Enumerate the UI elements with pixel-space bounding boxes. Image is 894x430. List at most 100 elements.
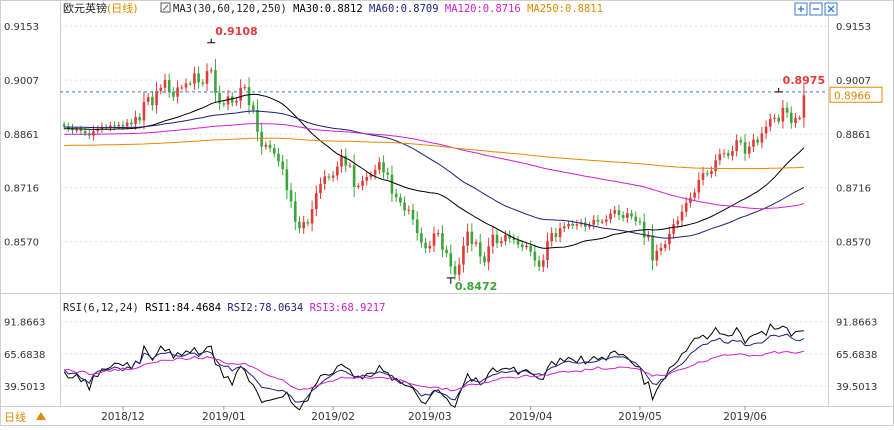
candle-body bbox=[495, 234, 499, 244]
candle-body bbox=[264, 144, 268, 147]
candle-body bbox=[714, 160, 717, 172]
candle-body bbox=[575, 224, 579, 226]
candle-body bbox=[382, 162, 385, 173]
candle-body bbox=[764, 126, 768, 134]
minus-icon[interactable] bbox=[809, 2, 823, 16]
candle-body bbox=[289, 190, 293, 202]
candle-body bbox=[441, 233, 444, 250]
rsi-line-rsi1 bbox=[63, 323, 804, 411]
x-tick-label: 2019/02 bbox=[311, 411, 355, 423]
x-tick-label: 2019/05 bbox=[618, 411, 662, 423]
candle-body bbox=[323, 176, 327, 184]
candle-body bbox=[369, 174, 373, 177]
candle-body bbox=[785, 107, 789, 113]
rsi-line-rsi3 bbox=[63, 350, 805, 392]
ma120-line bbox=[64, 123, 805, 210]
candle-body bbox=[554, 233, 558, 238]
candle-body bbox=[378, 162, 381, 170]
instrument-title: 欧元英镑 bbox=[63, 1, 107, 15]
candle-body bbox=[609, 213, 612, 220]
candle-body bbox=[802, 95, 806, 118]
candle-body bbox=[222, 103, 226, 105]
candle-body bbox=[689, 197, 692, 203]
candle-body bbox=[243, 87, 247, 89]
candle-body bbox=[693, 192, 696, 198]
candle-style-icon[interactable] bbox=[160, 2, 171, 13]
candle-body bbox=[794, 118, 797, 123]
candle-body bbox=[336, 166, 339, 176]
candle-body bbox=[310, 209, 314, 224]
price-tick-label-right: 0.8861 bbox=[836, 130, 871, 141]
candle-body bbox=[529, 245, 532, 252]
candle-body bbox=[457, 264, 461, 275]
ma30-legend: MA30:0.8812 bbox=[293, 3, 363, 15]
candle-body bbox=[718, 154, 722, 161]
candle-body bbox=[83, 131, 87, 134]
candle-body bbox=[512, 238, 516, 241]
rsi-tick-label-right: 39.5013 bbox=[836, 382, 877, 393]
x-tick-label: 2018/12 bbox=[101, 411, 145, 423]
x-tick-label: 2019/03 bbox=[408, 411, 452, 423]
x-tick-label: 2019/06 bbox=[723, 411, 767, 423]
candle-body bbox=[781, 107, 785, 122]
ma-legend: MA3(30,60,120,250) MA30:0.8812 MA60:0.87… bbox=[173, 3, 603, 15]
candle-body bbox=[672, 224, 675, 234]
period-selector[interactable]: 日线 bbox=[4, 410, 46, 424]
triangle-up-icon bbox=[36, 412, 46, 420]
candle-body bbox=[394, 193, 398, 198]
candle-body bbox=[281, 161, 284, 170]
price-tick-label-right: 0.8716 bbox=[836, 184, 871, 195]
candle-body bbox=[151, 97, 154, 106]
candle-body bbox=[470, 231, 474, 244]
candle-body bbox=[344, 155, 348, 166]
candle-body bbox=[747, 146, 751, 154]
x-tick-label: 2019/01 bbox=[202, 411, 246, 423]
rsi-tick-label-right: 91.8663 bbox=[836, 318, 877, 329]
price-tick-label-left: 0.8861 bbox=[4, 130, 39, 141]
candle-body bbox=[684, 202, 688, 212]
candle-body bbox=[756, 139, 759, 143]
candle-body bbox=[487, 246, 490, 263]
candle-body bbox=[621, 215, 625, 218]
candle-body bbox=[256, 110, 259, 132]
candle-body bbox=[62, 124, 66, 127]
candle-body bbox=[617, 210, 621, 216]
period-selector-label: 日线 bbox=[4, 410, 26, 424]
candle-body bbox=[117, 124, 121, 127]
rsi2-legend: RSI2:78.0634 bbox=[227, 302, 303, 314]
candle-body bbox=[92, 131, 95, 136]
candle-body bbox=[449, 253, 453, 267]
candle-body bbox=[96, 128, 100, 132]
candle-body bbox=[205, 71, 209, 84]
x-axis: 2018/12 2019/01 2019/02 2019/03 2019/04 2019/… bbox=[101, 406, 767, 423]
price-tick-label-right: 0.9007 bbox=[836, 76, 871, 87]
plus-icon[interactable] bbox=[794, 2, 808, 16]
candle-body bbox=[499, 241, 503, 244]
candle-body bbox=[134, 117, 137, 125]
candle-body bbox=[453, 266, 457, 275]
candle-body bbox=[197, 73, 200, 83]
candle-body bbox=[214, 70, 217, 94]
candle-body bbox=[752, 139, 755, 147]
candle-body bbox=[663, 244, 667, 248]
candle-body bbox=[567, 223, 570, 227]
candle-body bbox=[705, 173, 709, 175]
candle-body bbox=[390, 174, 394, 194]
candle-body bbox=[626, 213, 629, 218]
candle-body bbox=[600, 221, 604, 223]
annotation-label: 0.8472 bbox=[455, 280, 497, 293]
candle-body bbox=[491, 234, 495, 247]
candle-body bbox=[327, 176, 331, 178]
ma250-line bbox=[64, 137, 804, 170]
candle-body bbox=[71, 128, 74, 131]
candle-body bbox=[415, 219, 419, 234]
rsi-line-rsi2 bbox=[63, 333, 805, 403]
candle-body bbox=[319, 183, 322, 194]
rsi1-legend: RSI1:84.4684 bbox=[145, 302, 221, 314]
candle-body bbox=[146, 97, 150, 102]
close-icon[interactable] bbox=[824, 2, 838, 16]
last-price-label: 0.8966 bbox=[834, 90, 871, 102]
candle-body bbox=[365, 176, 369, 181]
rsi-legend-prefix: RSI(6,12,24) bbox=[63, 302, 139, 314]
